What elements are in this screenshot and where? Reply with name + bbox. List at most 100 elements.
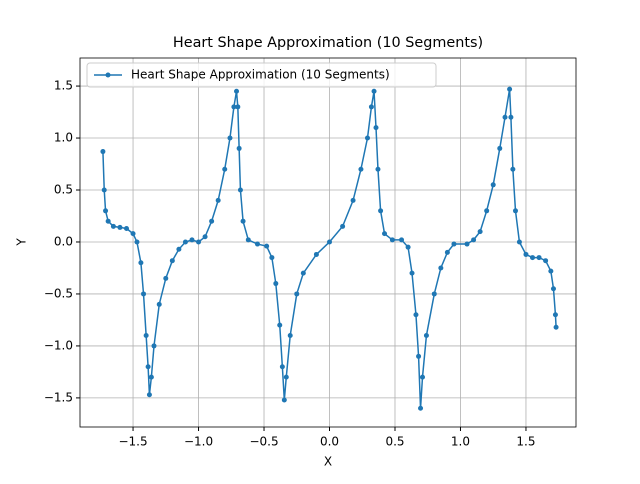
point [313, 251, 319, 257]
point [512, 208, 518, 214]
point [240, 218, 246, 224]
point [530, 255, 536, 261]
point [382, 231, 388, 237]
point [196, 239, 202, 245]
point [117, 224, 123, 230]
point [497, 145, 503, 151]
point [423, 333, 429, 339]
point [294, 291, 300, 297]
point [156, 301, 162, 307]
point [413, 312, 419, 318]
point [371, 88, 377, 94]
point [146, 392, 152, 398]
x-tick-label: −1.0 [184, 435, 213, 449]
x-axis-label: X [324, 455, 332, 469]
point [222, 166, 228, 172]
point [364, 135, 370, 141]
point [375, 166, 381, 172]
point [202, 234, 208, 240]
legend-marker [105, 72, 111, 78]
point [471, 237, 477, 243]
point [378, 208, 384, 214]
point [464, 241, 470, 247]
point [103, 208, 109, 214]
point [283, 374, 289, 380]
y-tick-label: 0.0 [54, 234, 73, 248]
y-tick-label: −0.5 [44, 286, 73, 300]
plot-frame [79, 57, 577, 428]
y-tick-label: −1.5 [44, 390, 73, 404]
point [523, 251, 529, 257]
point [234, 88, 240, 94]
point [490, 182, 496, 188]
point [399, 237, 405, 243]
x-tick-label: 1.0 [451, 435, 470, 449]
point [438, 265, 444, 271]
point [163, 275, 169, 281]
point [510, 166, 516, 172]
point [373, 125, 379, 131]
point [138, 260, 144, 266]
point [123, 225, 129, 231]
chart-title: Heart Shape Approximation (10 Segments) [173, 35, 483, 51]
point [477, 229, 483, 235]
x-tick-label: 0.5 [385, 435, 404, 449]
point [237, 187, 243, 193]
point [143, 333, 149, 339]
point [350, 197, 356, 203]
point [176, 246, 182, 252]
point [507, 86, 513, 92]
y-tick-label: −1.0 [44, 338, 73, 352]
point [245, 237, 251, 243]
point [215, 197, 221, 203]
point [358, 166, 364, 172]
point [552, 312, 558, 318]
point [235, 104, 241, 110]
point [431, 291, 437, 297]
x-tick-label: 1.5 [516, 435, 535, 449]
y-tick-label: 1.5 [54, 79, 73, 93]
point [151, 343, 157, 349]
point [340, 223, 346, 229]
point [536, 255, 542, 261]
point [189, 237, 195, 243]
point [101, 187, 107, 193]
x-tick-label: −0.5 [249, 435, 278, 449]
point [277, 322, 283, 328]
point [148, 374, 154, 380]
point [451, 241, 457, 247]
point [409, 270, 415, 276]
point [279, 364, 285, 370]
point [419, 374, 425, 380]
point [254, 241, 260, 247]
point [389, 237, 395, 243]
point [100, 149, 106, 155]
point [227, 135, 233, 141]
point [484, 208, 490, 214]
x-tick-label: −1.5 [118, 435, 147, 449]
point [418, 405, 424, 411]
point [502, 114, 508, 120]
point [516, 239, 522, 245]
point [300, 270, 306, 276]
point [281, 397, 287, 403]
point [209, 218, 215, 224]
point [327, 239, 333, 245]
point [105, 218, 111, 224]
point [264, 243, 270, 249]
point [416, 353, 422, 359]
point [236, 145, 242, 151]
point [145, 364, 151, 370]
point [368, 104, 374, 110]
legend-label: Heart Shape Approximation (10 Segments) [131, 68, 390, 82]
point [553, 324, 559, 330]
point [550, 286, 556, 292]
point [141, 291, 147, 297]
y-tick-label: 0.5 [54, 183, 73, 197]
point [134, 239, 140, 245]
point [130, 231, 136, 237]
point [508, 114, 514, 120]
point [273, 281, 279, 287]
point [110, 223, 116, 229]
